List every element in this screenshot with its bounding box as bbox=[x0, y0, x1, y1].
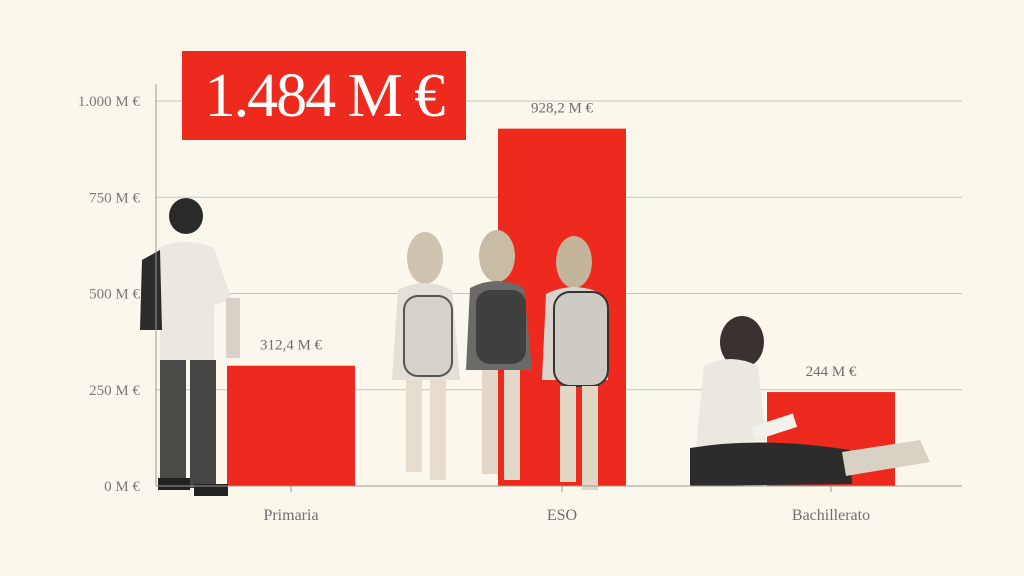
student-walking-with-phone-icon bbox=[140, 198, 240, 496]
x-tick-label: Bachillerato bbox=[792, 507, 870, 524]
data-label: 312,4 M € bbox=[260, 338, 323, 354]
data-labels: 312,4 M € 928,2 M € 244 M € bbox=[260, 101, 857, 380]
x-axis-ticks: Primaria ESO Bachillerato bbox=[263, 486, 870, 524]
x-tick-label: ESO bbox=[547, 507, 577, 524]
girl-sitting-writing-icon bbox=[690, 316, 930, 486]
y-tick-label: 500 M € bbox=[89, 287, 140, 303]
y-tick-label: 250 M € bbox=[89, 383, 140, 399]
data-label: 928,2 M € bbox=[531, 101, 594, 117]
x-tick-label: Primaria bbox=[263, 507, 318, 524]
y-tick-label: 750 M € bbox=[89, 190, 140, 206]
three-girls-with-backpacks-icon bbox=[392, 230, 609, 490]
y-axis-ticks: 0 M € 250 M € 500 M € 750 M € 1.000 M € bbox=[78, 94, 141, 495]
total-amount: 1.484 M € bbox=[204, 61, 446, 130]
data-label: 244 M € bbox=[806, 364, 857, 380]
y-tick-label: 0 M € bbox=[104, 479, 140, 495]
y-tick-label: 1.000 M € bbox=[78, 94, 141, 110]
total-amount-badge: 1.484 M € bbox=[182, 51, 466, 140]
bar-primaria bbox=[227, 365, 355, 486]
